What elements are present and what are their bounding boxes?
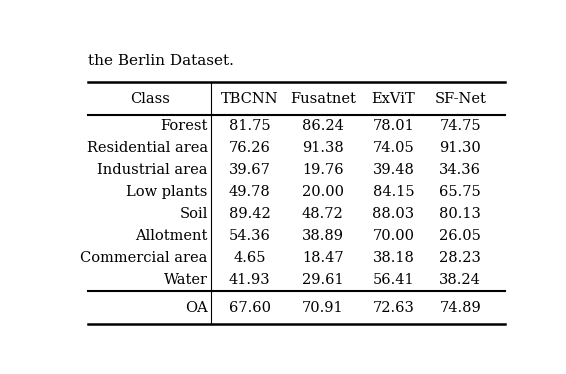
Text: 38.24: 38.24 — [439, 273, 481, 287]
Text: Industrial area: Industrial area — [97, 163, 208, 177]
Text: 34.36: 34.36 — [439, 163, 481, 177]
Text: 20.00: 20.00 — [302, 185, 344, 199]
Text: 91.30: 91.30 — [439, 141, 481, 155]
Text: 74.75: 74.75 — [439, 119, 481, 134]
Text: 67.60: 67.60 — [229, 301, 271, 315]
Text: 38.18: 38.18 — [372, 251, 414, 265]
Text: Class: Class — [130, 92, 170, 106]
Text: 91.38: 91.38 — [302, 141, 344, 155]
Text: Water: Water — [164, 273, 208, 287]
Text: SF-Net: SF-Net — [434, 92, 486, 106]
Text: 48.72: 48.72 — [302, 207, 344, 221]
Text: Commercial area: Commercial area — [80, 251, 208, 265]
Text: 80.13: 80.13 — [439, 207, 481, 221]
Text: TBCNN: TBCNN — [221, 92, 278, 106]
Text: 39.48: 39.48 — [372, 163, 414, 177]
Text: 74.89: 74.89 — [439, 301, 481, 315]
Text: 70.00: 70.00 — [372, 229, 414, 243]
Text: 4.65: 4.65 — [234, 251, 266, 265]
Text: 76.26: 76.26 — [229, 141, 271, 155]
Text: 74.05: 74.05 — [372, 141, 414, 155]
Text: 70.91: 70.91 — [302, 301, 344, 315]
Text: 78.01: 78.01 — [372, 119, 414, 134]
Text: 28.23: 28.23 — [439, 251, 481, 265]
Text: 39.67: 39.67 — [229, 163, 271, 177]
Text: 89.42: 89.42 — [229, 207, 271, 221]
Text: 56.41: 56.41 — [373, 273, 414, 287]
Text: Residential area: Residential area — [87, 141, 208, 155]
Text: Forest: Forest — [160, 119, 208, 134]
Text: Soil: Soil — [179, 207, 208, 221]
Text: Fusatnet: Fusatnet — [290, 92, 355, 106]
Text: 54.36: 54.36 — [229, 229, 271, 243]
Text: 18.47: 18.47 — [302, 251, 344, 265]
Text: 38.89: 38.89 — [302, 229, 344, 243]
Text: OA: OA — [185, 301, 208, 315]
Text: 29.61: 29.61 — [302, 273, 344, 287]
Text: 81.75: 81.75 — [229, 119, 271, 134]
Text: 72.63: 72.63 — [372, 301, 414, 315]
Text: 84.15: 84.15 — [373, 185, 414, 199]
Text: 49.78: 49.78 — [229, 185, 271, 199]
Text: Low plants: Low plants — [126, 185, 208, 199]
Text: 88.03: 88.03 — [372, 207, 415, 221]
Text: 41.93: 41.93 — [229, 273, 271, 287]
Text: 65.75: 65.75 — [439, 185, 481, 199]
Text: 26.05: 26.05 — [439, 229, 481, 243]
Text: Allotment: Allotment — [135, 229, 208, 243]
Text: 19.76: 19.76 — [302, 163, 344, 177]
Text: 86.24: 86.24 — [302, 119, 344, 134]
Text: the Berlin Dataset.: the Berlin Dataset. — [88, 53, 234, 68]
Text: ExViT: ExViT — [372, 92, 415, 106]
